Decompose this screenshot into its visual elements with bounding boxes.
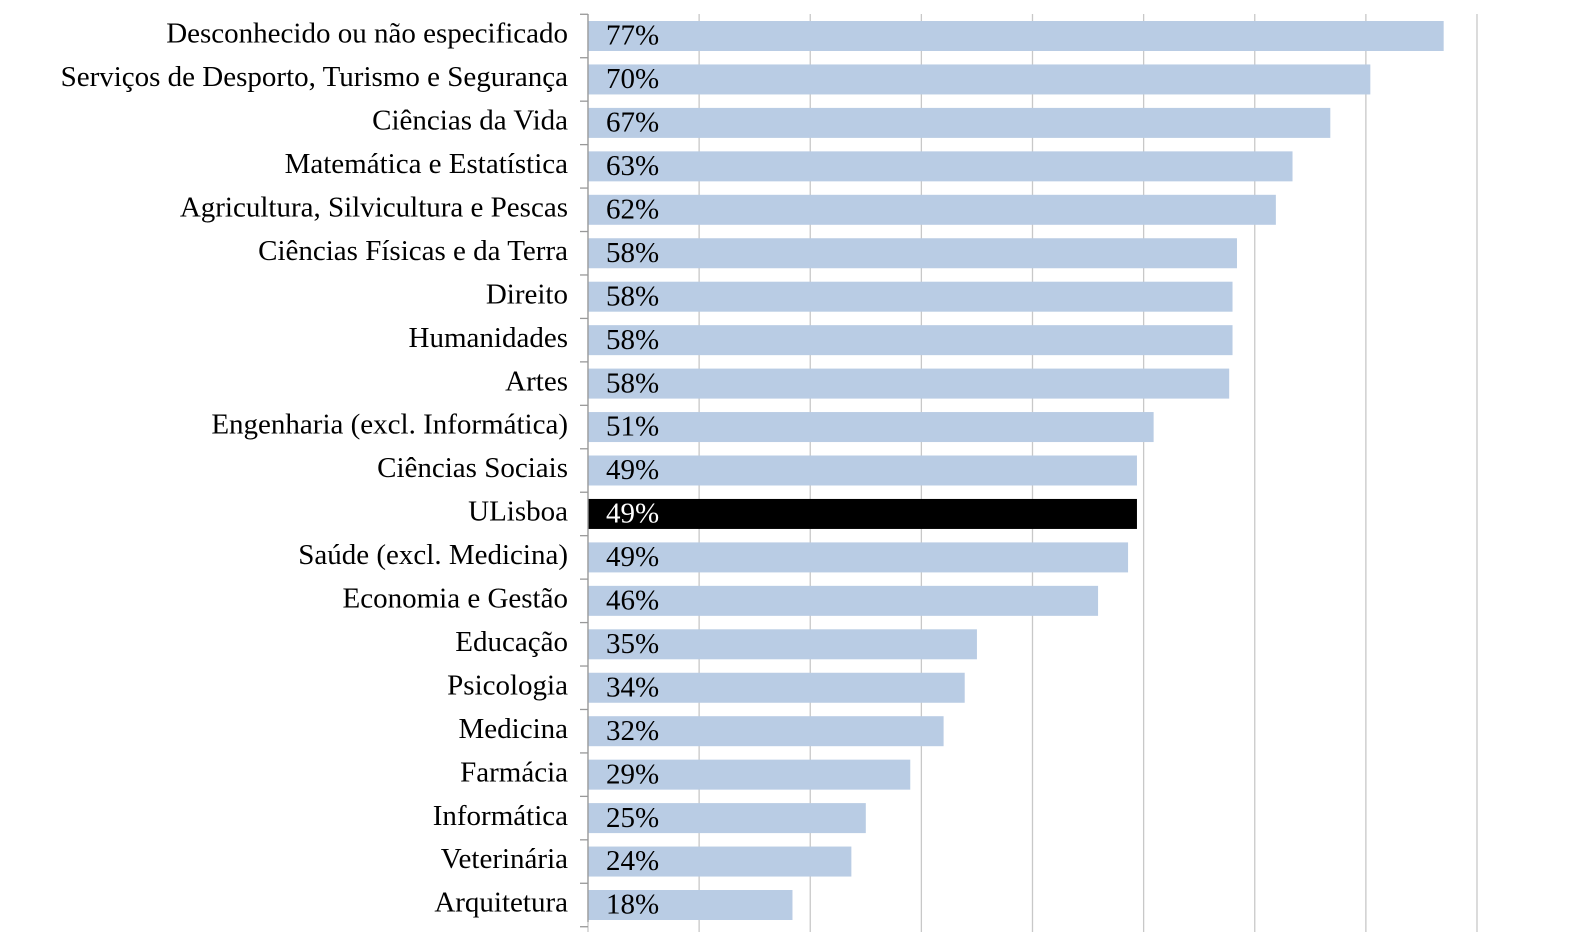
y-tick-label: Engenharia (excl. Informática) xyxy=(211,409,568,441)
y-tick-label: Veterinária xyxy=(441,843,568,875)
bar xyxy=(588,846,852,877)
y-tick-label: Medicina xyxy=(458,713,568,745)
y-tick-label: Arquitetura xyxy=(434,887,568,919)
y-tick-label: Artes xyxy=(505,365,568,397)
bar xyxy=(588,542,1129,573)
value-label: 51% xyxy=(606,411,659,443)
bar xyxy=(588,455,1137,486)
value-label: 46% xyxy=(606,585,659,617)
value-label: 67% xyxy=(606,107,659,139)
bar xyxy=(588,21,1444,51)
bar xyxy=(588,412,1154,443)
value-label: 62% xyxy=(606,193,659,225)
value-label: 77% xyxy=(606,20,659,52)
bar xyxy=(588,368,1230,399)
value-label: 35% xyxy=(606,628,659,660)
value-label: 34% xyxy=(606,671,659,703)
bar xyxy=(588,194,1276,225)
value-label: 63% xyxy=(606,150,659,182)
y-tick-label: Direito xyxy=(486,278,568,310)
value-label: 18% xyxy=(606,889,659,921)
bar xyxy=(588,803,866,834)
value-label: 49% xyxy=(606,498,659,530)
y-tick-label: Psicologia xyxy=(447,669,568,701)
y-tick-label: Saúde (excl. Medicina) xyxy=(298,539,568,571)
y-tick-label: Agricultura, Silvicultura e Pescas xyxy=(180,191,568,223)
bar xyxy=(588,890,793,920)
y-tick-label: Ciências Sociais xyxy=(377,452,568,484)
y-tick-label: Humanidades xyxy=(409,322,568,354)
value-label: 32% xyxy=(606,715,659,747)
bar xyxy=(588,759,911,790)
bar xyxy=(588,238,1237,269)
value-label: 24% xyxy=(606,845,659,877)
bar xyxy=(588,585,1099,616)
bar xyxy=(588,498,1137,529)
value-label: 58% xyxy=(606,237,659,269)
y-tick-label: Desconhecido ou não especificado xyxy=(166,18,568,50)
y-tick-label: Economia e Gestão xyxy=(343,583,568,615)
bar xyxy=(588,629,977,660)
y-tick-label: Ciências Físicas e da Terra xyxy=(258,235,568,267)
value-label: 49% xyxy=(606,454,659,486)
value-label: 29% xyxy=(606,758,659,790)
y-tick-label: Ciências da Vida xyxy=(372,105,568,137)
y-tick-label: Serviços de Desporto, Turismo e Seguranç… xyxy=(61,61,569,93)
value-label: 49% xyxy=(606,541,659,573)
bar xyxy=(588,325,1233,356)
bar xyxy=(588,281,1233,312)
value-label: 70% xyxy=(606,63,659,95)
y-tick-label: Informática xyxy=(433,800,568,832)
value-label: 58% xyxy=(606,324,659,356)
value-label: 58% xyxy=(606,367,659,399)
bar xyxy=(588,151,1293,182)
y-tick-label: Farmácia xyxy=(460,756,568,788)
value-label: 25% xyxy=(606,802,659,834)
bar xyxy=(588,716,944,747)
y-tick-label: ULisboa xyxy=(468,496,568,528)
y-tick-label: Educação xyxy=(455,626,568,658)
value-label: 58% xyxy=(606,280,659,312)
y-tick-label: Matemática e Estatística xyxy=(285,148,569,180)
bar xyxy=(588,64,1371,95)
bar xyxy=(588,107,1331,138)
bar xyxy=(588,672,965,703)
